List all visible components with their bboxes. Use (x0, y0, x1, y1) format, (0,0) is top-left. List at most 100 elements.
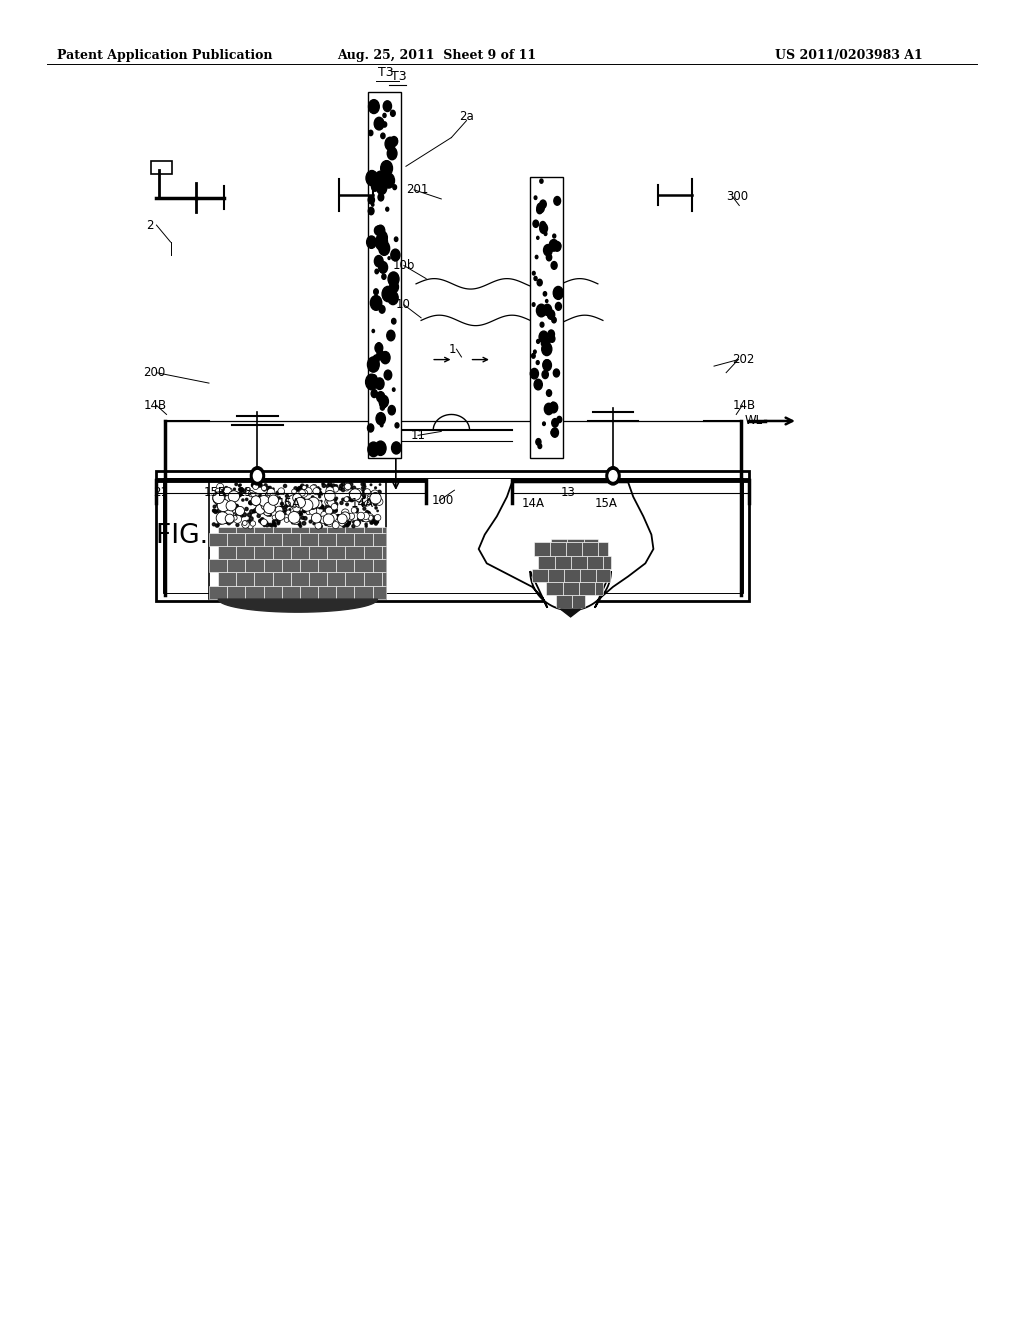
Point (308, 495, 325, 516)
Circle shape (377, 392, 385, 403)
Point (215, 495, 231, 516)
Point (357, 506, 374, 527)
Point (254, 510, 270, 531)
Circle shape (380, 399, 387, 408)
Polygon shape (555, 556, 570, 569)
Point (265, 478, 282, 499)
Point (206, 513, 222, 535)
Text: 13: 13 (560, 486, 575, 499)
Circle shape (375, 343, 383, 352)
Text: Patent Application Publication: Patent Application Publication (57, 49, 273, 62)
Point (339, 494, 355, 515)
Point (278, 496, 294, 517)
Polygon shape (309, 546, 327, 560)
Point (259, 494, 275, 515)
Text: FIG. 9: FIG. 9 (157, 523, 233, 549)
Point (237, 480, 253, 502)
Circle shape (386, 161, 389, 165)
Circle shape (375, 226, 382, 235)
Point (292, 492, 308, 513)
Point (221, 491, 238, 512)
Circle shape (392, 388, 395, 391)
Polygon shape (282, 533, 300, 546)
Point (259, 515, 275, 536)
Point (340, 477, 356, 498)
Polygon shape (584, 539, 598, 543)
Point (314, 474, 331, 495)
Point (358, 516, 375, 537)
Point (231, 500, 248, 521)
Point (254, 508, 270, 529)
Point (214, 508, 230, 529)
Point (337, 490, 353, 511)
Point (216, 488, 232, 510)
Point (256, 515, 272, 536)
Polygon shape (327, 527, 345, 533)
Point (362, 507, 379, 528)
Point (259, 502, 275, 523)
Point (353, 482, 370, 503)
Point (222, 510, 239, 531)
Circle shape (385, 137, 395, 150)
Point (291, 478, 307, 499)
Point (323, 492, 339, 513)
Point (211, 490, 227, 511)
Point (352, 486, 369, 507)
Point (247, 500, 263, 521)
Point (316, 504, 333, 525)
Circle shape (549, 335, 555, 342)
Point (231, 475, 248, 496)
Text: 2a: 2a (460, 110, 474, 123)
Point (208, 500, 224, 521)
Circle shape (609, 471, 617, 480)
Point (211, 500, 227, 521)
Point (213, 507, 229, 528)
Point (258, 500, 274, 521)
Point (336, 510, 352, 531)
Point (286, 480, 302, 502)
Point (247, 492, 263, 513)
Point (354, 478, 371, 499)
Point (256, 479, 272, 500)
Point (310, 515, 327, 536)
Point (286, 507, 302, 528)
Point (296, 483, 312, 504)
Point (259, 495, 275, 516)
Polygon shape (556, 595, 572, 607)
Point (359, 511, 376, 532)
Point (273, 494, 290, 515)
Point (248, 477, 264, 498)
Text: T3: T3 (378, 66, 393, 79)
Point (328, 477, 344, 498)
Point (269, 482, 286, 503)
Point (233, 479, 250, 500)
Circle shape (542, 343, 552, 355)
Polygon shape (603, 556, 611, 569)
Point (270, 513, 287, 535)
Polygon shape (345, 527, 364, 533)
Point (305, 500, 322, 521)
Point (289, 488, 305, 510)
Polygon shape (368, 92, 400, 458)
Polygon shape (209, 586, 227, 598)
Point (296, 500, 312, 521)
Point (212, 475, 228, 496)
Polygon shape (227, 533, 246, 546)
Point (234, 502, 251, 523)
Circle shape (387, 147, 397, 160)
Point (217, 496, 233, 517)
Point (338, 488, 354, 510)
Point (251, 486, 267, 507)
Circle shape (552, 418, 558, 428)
Point (246, 500, 262, 521)
Point (254, 512, 270, 533)
Point (256, 491, 272, 512)
Circle shape (391, 249, 400, 261)
Point (224, 494, 241, 515)
Point (215, 480, 231, 502)
Circle shape (377, 231, 387, 244)
Point (343, 474, 359, 495)
Circle shape (557, 416, 562, 422)
Circle shape (391, 318, 396, 323)
Point (325, 506, 341, 527)
